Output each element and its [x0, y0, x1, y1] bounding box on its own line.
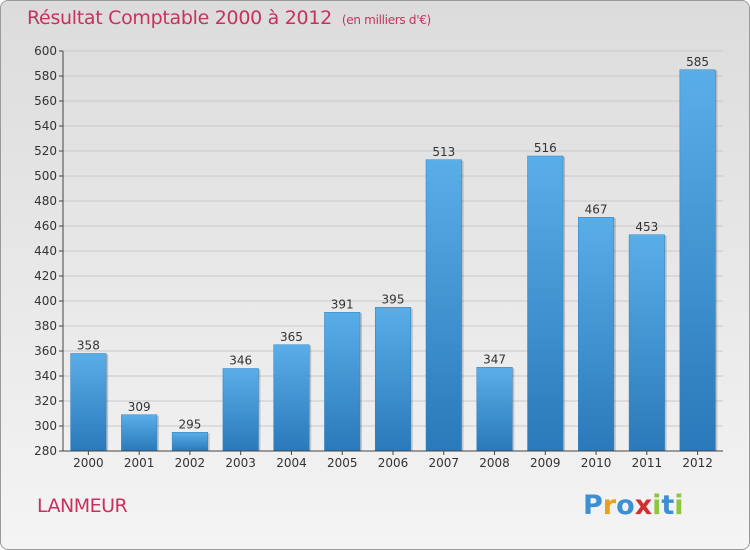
- bar-2008: [476, 367, 513, 452]
- y-tick-label: 480: [34, 194, 57, 208]
- y-tick-label: 420: [34, 269, 57, 283]
- x-tick-label: 2000: [73, 456, 104, 470]
- bar-value-label: 309: [128, 400, 151, 414]
- bar-2001: [121, 414, 158, 452]
- proxiti-logo: Proxiti: [583, 490, 684, 521]
- bar-2011: [628, 234, 665, 452]
- logo-letter: x: [634, 490, 653, 521]
- y-tick-label: 520: [34, 144, 57, 158]
- bar-2004: [273, 344, 310, 452]
- y-tick-label: 440: [34, 244, 57, 258]
- bar-value-label: 467: [585, 202, 608, 216]
- x-tick-label: 2004: [276, 456, 307, 470]
- place-name: LANMEUR: [37, 495, 128, 517]
- y-tick-label: 500: [34, 169, 57, 183]
- chart-title: Résultat Comptable 2000 à 2012 (en millie…: [27, 7, 431, 29]
- bar-layer: 358 309 295 346 365 391 395 513 347 516 467 453 585: [70, 55, 718, 452]
- axis-layer: 280 300 320 340 360 380 400 420 440 460 480 500 520 5…: [34, 44, 723, 470]
- y-tick-label: 340: [34, 369, 57, 383]
- x-tick-label: 2007: [428, 456, 459, 470]
- y-tick-label: 280: [34, 444, 57, 458]
- chart-subtitle: (en milliers d'€): [341, 13, 431, 27]
- bar-2010: [578, 217, 615, 452]
- y-tick-label: 300: [34, 419, 57, 433]
- logo-letter: t: [661, 490, 675, 521]
- bar-value-label: 358: [77, 339, 100, 353]
- bar-2009: [527, 155, 564, 452]
- bar-value-label: 513: [432, 145, 455, 159]
- bar-2003: [222, 368, 259, 452]
- bar-value-label: 395: [382, 292, 405, 306]
- bar-value-label: 346: [229, 354, 252, 368]
- x-tick-label: 2010: [581, 456, 612, 470]
- y-tick-label: 360: [34, 344, 57, 358]
- x-tick-label: 2011: [632, 456, 663, 470]
- bar-value-label: 516: [534, 141, 557, 155]
- x-tick-label: 2006: [378, 456, 409, 470]
- bar-2000: [70, 353, 107, 452]
- logo-letter: o: [616, 490, 635, 521]
- bar-value-label: 453: [635, 220, 658, 234]
- bar-2012: [679, 69, 716, 452]
- x-tick-label: 2005: [327, 456, 358, 470]
- y-tick-label: 600: [34, 44, 57, 58]
- y-tick-label: 580: [34, 69, 57, 83]
- logo-letter: i: [674, 490, 684, 521]
- bar-2006: [374, 307, 412, 452]
- bar-value-label: 585: [686, 55, 709, 69]
- y-tick-label: 560: [34, 94, 57, 108]
- x-tick-label: 2001: [124, 456, 155, 470]
- x-tick-label: 2009: [530, 456, 561, 470]
- y-tick-label: 540: [34, 119, 57, 133]
- y-tick-label: 400: [34, 294, 57, 308]
- x-tick-label: 2012: [682, 456, 713, 470]
- logo-letter: P: [583, 490, 603, 521]
- bar-value-label: 295: [178, 417, 201, 431]
- bar-2005: [324, 312, 361, 452]
- bar-value-label: 391: [331, 297, 354, 311]
- y-tick-label: 460: [34, 219, 57, 233]
- y-tick-label: 320: [34, 394, 57, 408]
- y-tick-label: 380: [34, 319, 57, 333]
- bar-2007: [425, 159, 462, 452]
- chart-title-text: Résultat Comptable 2000 à 2012: [27, 7, 332, 29]
- x-tick-label: 2003: [225, 456, 256, 470]
- logo-letter: i: [652, 490, 662, 521]
- x-tick-label: 2008: [479, 456, 510, 470]
- x-tick-label: 2002: [175, 456, 206, 470]
- bar-2002: [171, 432, 208, 452]
- bar-value-label: 347: [483, 352, 506, 366]
- logo-letter: r: [602, 490, 617, 521]
- bar-value-label: 365: [280, 330, 303, 344]
